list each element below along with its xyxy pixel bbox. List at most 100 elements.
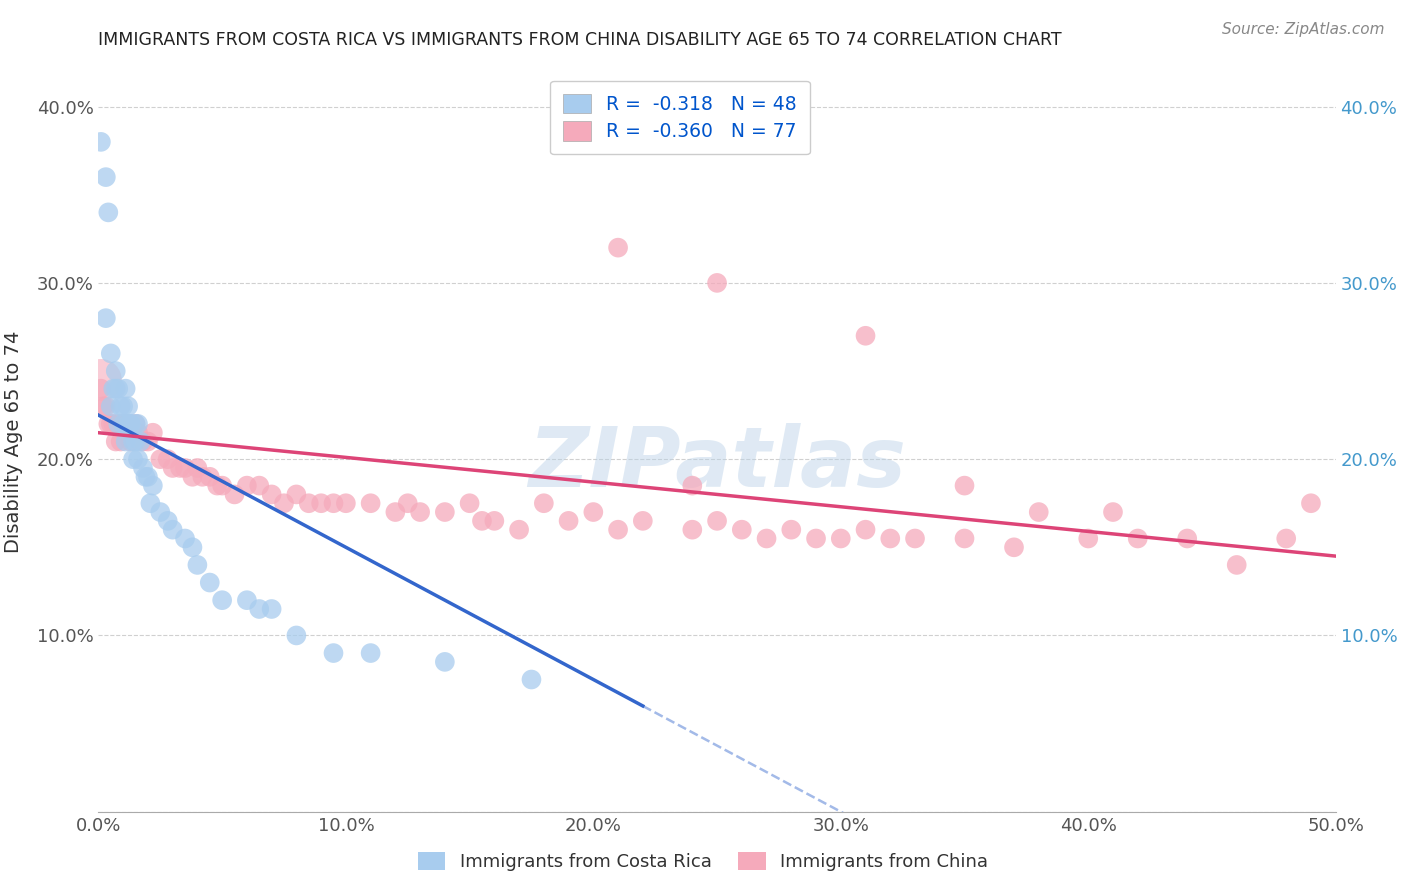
Point [136, 470, 159, 484]
Point [322, 646, 344, 660]
Point [360, 496, 382, 510]
Point [309, 496, 332, 510]
Point [94, 170, 117, 185]
Point [124, 417, 146, 431]
Point [97, 205, 120, 219]
Point [198, 470, 221, 484]
Point [156, 514, 179, 528]
Point [186, 461, 208, 475]
Point [120, 417, 142, 431]
Point [94, 311, 117, 326]
Point [103, 382, 125, 396]
Text: Source: ZipAtlas.com: Source: ZipAtlas.com [1222, 22, 1385, 37]
Point [174, 532, 197, 546]
Point [110, 434, 132, 449]
Point [247, 602, 270, 616]
Point [706, 514, 728, 528]
Point [236, 593, 259, 607]
Point [508, 523, 530, 537]
Point [100, 417, 122, 431]
Point [139, 496, 162, 510]
Y-axis label: Disability Age 65 to 74: Disability Age 65 to 74 [4, 330, 22, 553]
Point [681, 523, 703, 537]
Point [117, 399, 139, 413]
Point [273, 496, 295, 510]
Point [112, 417, 135, 431]
Point [90, 382, 112, 396]
Point [755, 532, 778, 546]
Point [107, 382, 129, 396]
Point [855, 523, 877, 537]
Point [953, 478, 976, 492]
Point [122, 452, 145, 467]
Point [804, 532, 827, 546]
Point [97, 417, 120, 431]
Point [124, 417, 146, 431]
Point [107, 417, 129, 431]
Point [533, 496, 555, 510]
Point [110, 399, 132, 413]
Point [112, 417, 135, 431]
Point [114, 382, 136, 396]
Point [129, 434, 152, 449]
Point [136, 434, 159, 449]
Point [260, 487, 283, 501]
Point [236, 478, 259, 492]
Point [360, 646, 382, 660]
Point [322, 496, 344, 510]
Point [953, 532, 976, 546]
Point [174, 461, 197, 475]
Point [458, 496, 481, 510]
Point [132, 434, 155, 449]
Point [100, 346, 122, 360]
Point [731, 523, 754, 537]
Point [433, 505, 456, 519]
Point [607, 241, 630, 255]
Point [830, 532, 852, 546]
Point [127, 452, 149, 467]
Point [117, 417, 139, 431]
Point [100, 399, 122, 413]
Point [134, 470, 156, 484]
Point [120, 434, 142, 449]
Point [1126, 532, 1149, 546]
Point [879, 532, 901, 546]
Point [90, 373, 112, 387]
Point [94, 399, 117, 413]
Point [285, 628, 308, 642]
Point [124, 434, 146, 449]
Point [127, 417, 149, 431]
Point [260, 602, 283, 616]
Point [285, 487, 308, 501]
Point [433, 655, 456, 669]
Point [181, 470, 204, 484]
Point [142, 478, 165, 492]
Point [90, 135, 112, 149]
Point [681, 478, 703, 492]
Point [224, 487, 246, 501]
Point [1002, 541, 1025, 555]
Point [582, 505, 605, 519]
Point [198, 575, 221, 590]
Point [557, 514, 579, 528]
Point [112, 399, 135, 413]
Point [607, 523, 630, 537]
Point [122, 434, 145, 449]
Point [103, 417, 125, 431]
Legend: R =  -0.318   N = 48, R =  -0.360   N = 77: R = -0.318 N = 48, R = -0.360 N = 77 [550, 81, 810, 154]
Point [104, 382, 127, 396]
Point [93, 399, 115, 413]
Point [127, 425, 149, 440]
Point [1028, 505, 1050, 519]
Point [471, 514, 494, 528]
Point [298, 496, 321, 510]
Text: ZIPatlas: ZIPatlas [529, 423, 905, 504]
Point [162, 523, 184, 537]
Legend: Immigrants from Costa Rica, Immigrants from China: Immigrants from Costa Rica, Immigrants f… [411, 845, 995, 879]
Point [484, 514, 506, 528]
Point [120, 417, 142, 431]
Point [247, 478, 270, 492]
Point [1299, 496, 1322, 510]
Point [1102, 505, 1125, 519]
Point [104, 434, 127, 449]
